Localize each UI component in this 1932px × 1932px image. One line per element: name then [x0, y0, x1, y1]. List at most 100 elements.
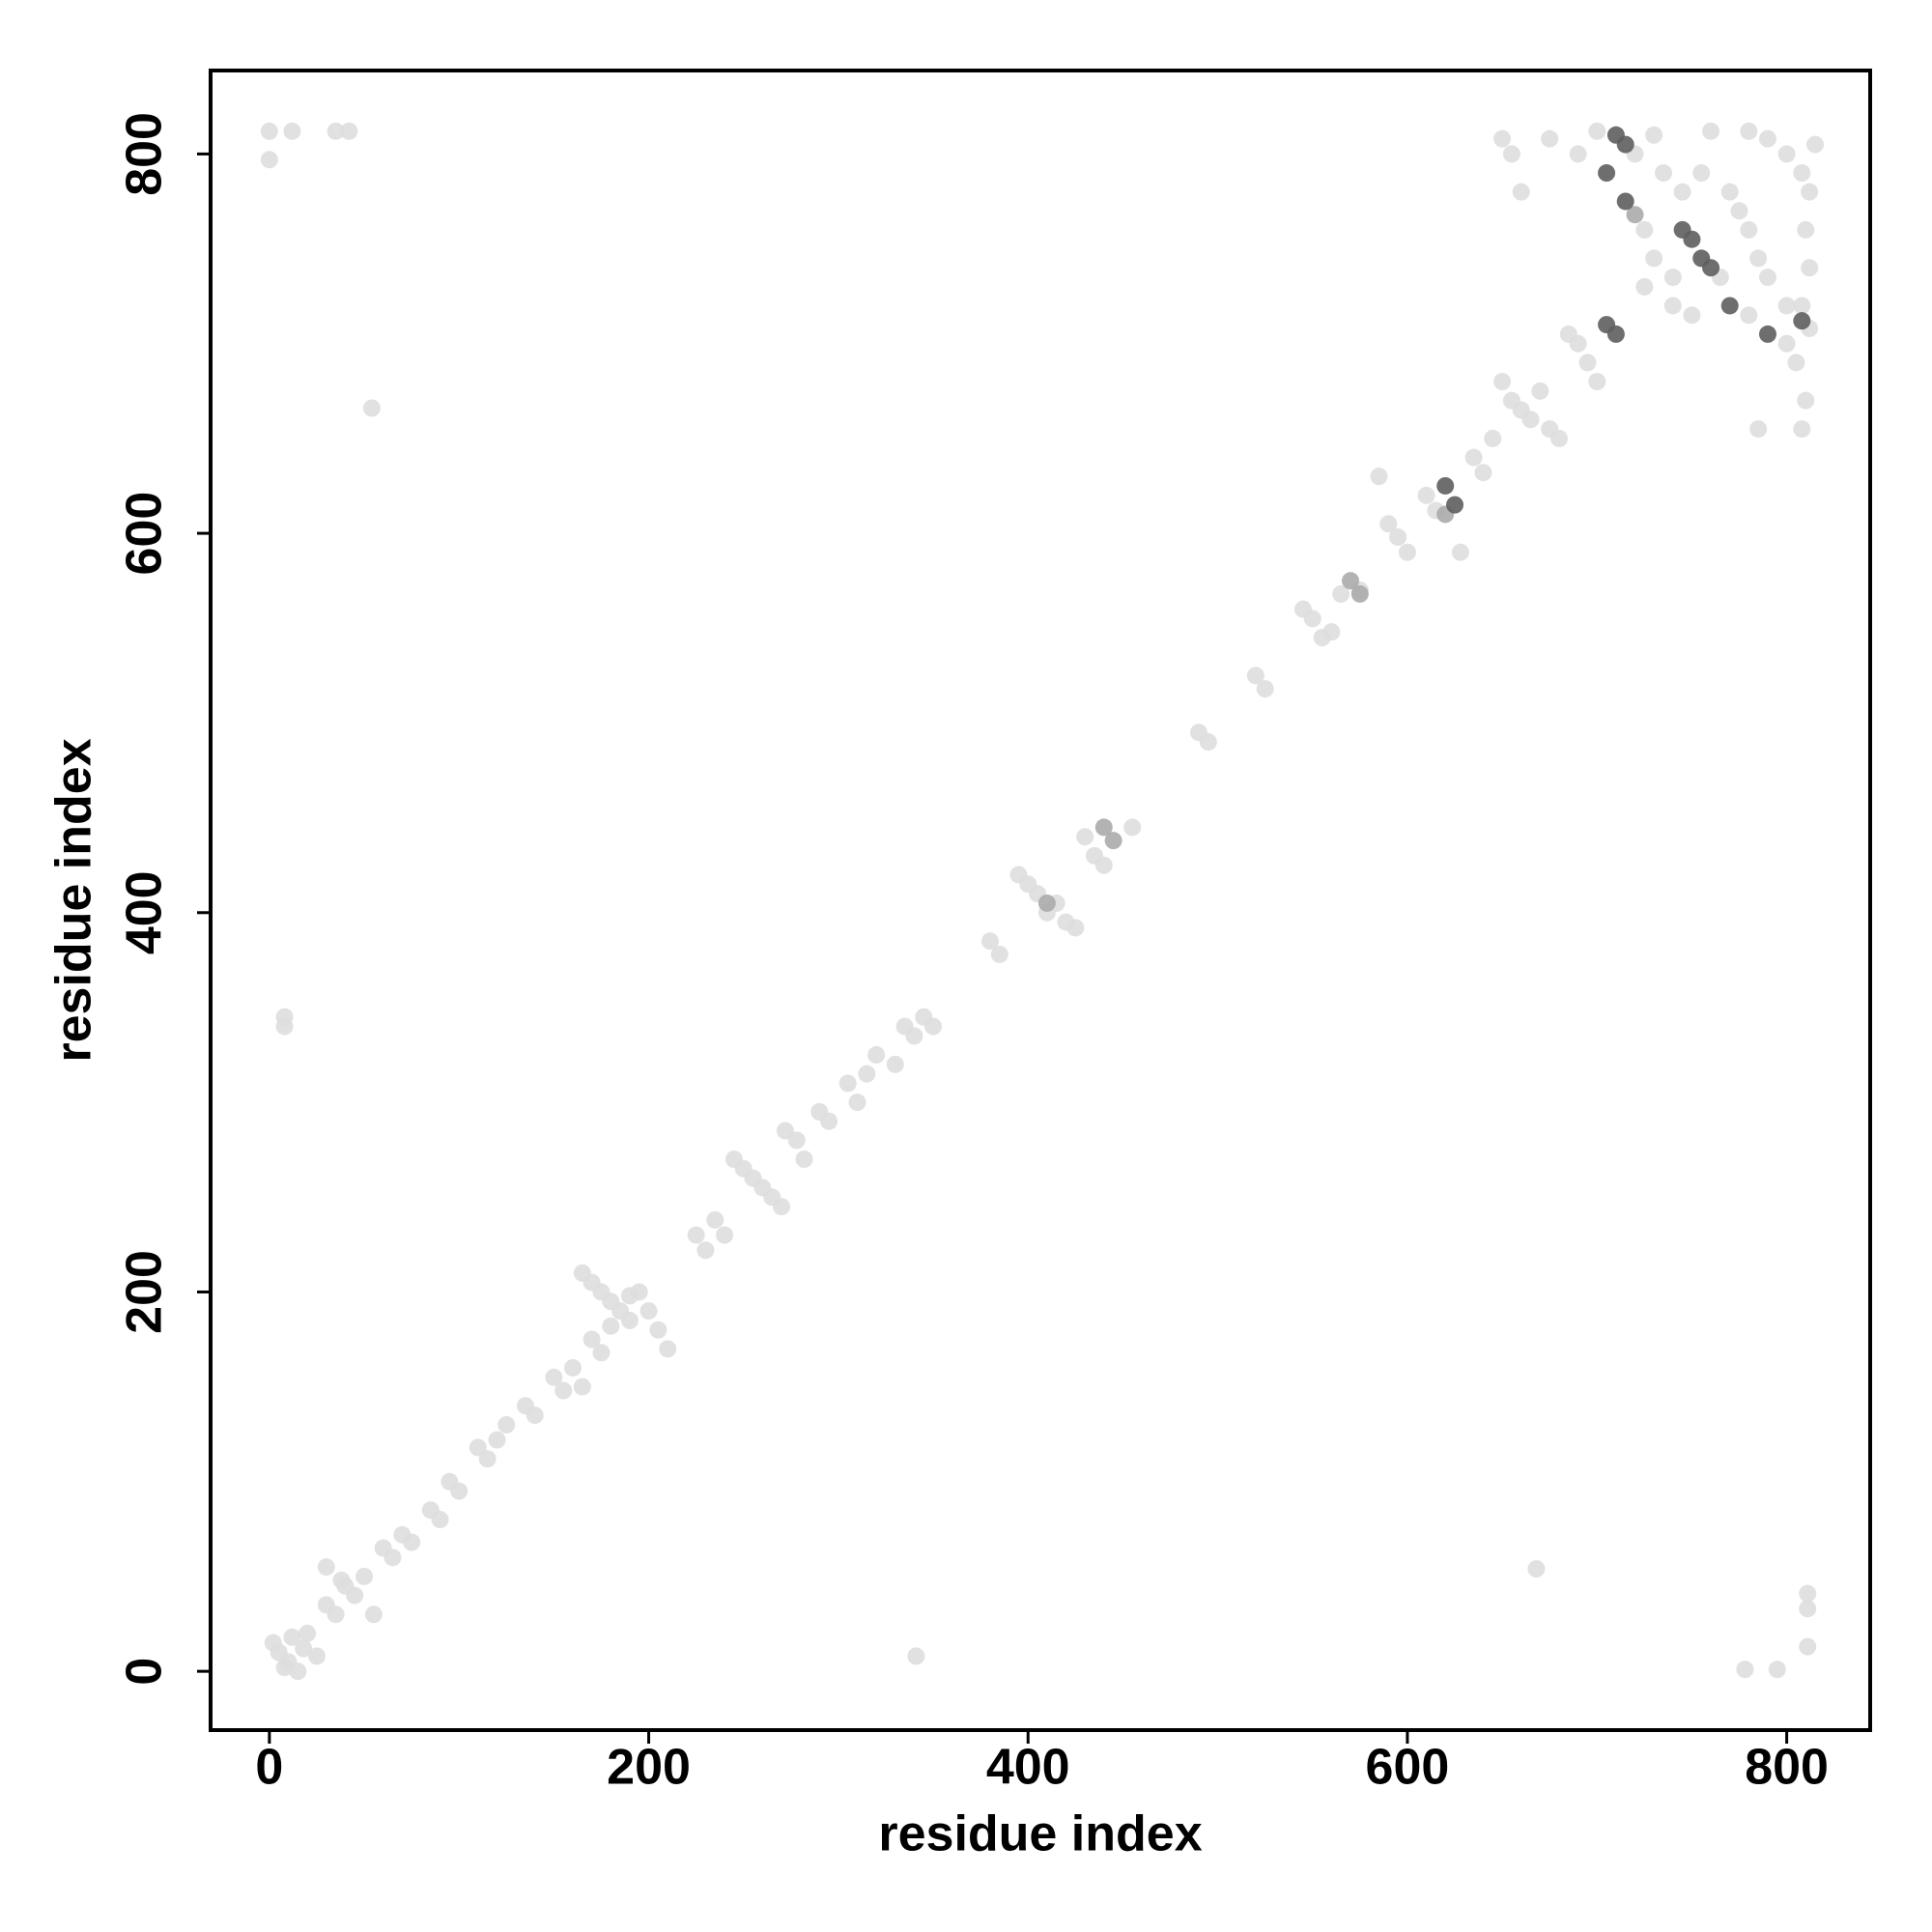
- point: [264, 1634, 282, 1652]
- point: [649, 1321, 668, 1339]
- point: [1569, 334, 1587, 353]
- x-tick-label: 200: [607, 1740, 691, 1796]
- point: [275, 1659, 294, 1677]
- point: [905, 1027, 923, 1045]
- point: [787, 1131, 806, 1150]
- point: [772, 1198, 790, 1216]
- point: [1635, 277, 1654, 296]
- point: [1123, 818, 1142, 837]
- point: [1801, 259, 1819, 277]
- point: [1446, 496, 1464, 514]
- point: [307, 1647, 326, 1665]
- point: [602, 1317, 620, 1335]
- point: [867, 1046, 886, 1065]
- point: [848, 1094, 867, 1112]
- point: [554, 1381, 573, 1400]
- point: [1527, 1560, 1546, 1578]
- point: [1464, 448, 1483, 467]
- point: [1493, 129, 1512, 148]
- point: [1521, 411, 1540, 429]
- point: [1787, 354, 1805, 372]
- point: [1512, 183, 1530, 201]
- point: [1322, 623, 1341, 641]
- point: [545, 1368, 563, 1386]
- point: [450, 1482, 469, 1500]
- point: [1578, 354, 1597, 372]
- point: [592, 1344, 611, 1362]
- point: [659, 1340, 677, 1358]
- x-tick-label: 600: [1366, 1740, 1450, 1796]
- point: [403, 1533, 421, 1551]
- point: [327, 1605, 345, 1624]
- point: [1246, 667, 1264, 685]
- point: [1474, 464, 1492, 482]
- point: [295, 1639, 313, 1658]
- point: [1702, 259, 1720, 277]
- point: [1806, 135, 1825, 154]
- y-tick-label: 600: [117, 492, 173, 576]
- point: [289, 1662, 307, 1681]
- point: [1777, 145, 1796, 163]
- point: [564, 1358, 582, 1377]
- point: [1799, 1600, 1817, 1618]
- y-tick-label: 400: [117, 870, 173, 954]
- point: [1692, 164, 1711, 183]
- x-tick-label: 400: [986, 1740, 1070, 1796]
- point: [620, 1311, 639, 1329]
- point: [1799, 1637, 1817, 1656]
- y-tick-label: 200: [117, 1250, 173, 1334]
- x-tick-label: 800: [1745, 1740, 1829, 1796]
- point: [1606, 325, 1625, 343]
- point: [1332, 584, 1350, 603]
- point: [1066, 919, 1085, 937]
- point: [1740, 220, 1758, 239]
- point: [716, 1226, 734, 1244]
- point: [1758, 325, 1776, 343]
- point: [1256, 680, 1274, 698]
- point: [1645, 249, 1663, 268]
- y-tick-label: 0: [117, 1658, 173, 1686]
- point: [1797, 220, 1815, 239]
- point: [283, 1628, 301, 1646]
- point: [1797, 391, 1815, 410]
- point: [696, 1241, 715, 1260]
- point: [327, 122, 345, 140]
- point: [990, 945, 1009, 963]
- point: [886, 1055, 904, 1073]
- point: [1702, 122, 1720, 140]
- point: [1683, 306, 1701, 325]
- point: [1626, 206, 1644, 224]
- point: [1379, 515, 1398, 533]
- point: [1749, 249, 1768, 268]
- point: [1199, 733, 1217, 752]
- point: [526, 1406, 544, 1425]
- point: [488, 1431, 506, 1449]
- point: [260, 151, 278, 169]
- point: [1350, 584, 1369, 603]
- point: [1683, 230, 1701, 248]
- point: [1740, 306, 1758, 325]
- point: [1777, 334, 1796, 353]
- point: [838, 1074, 857, 1093]
- point: [1801, 183, 1819, 201]
- y-tick-label: 800: [117, 112, 173, 196]
- point: [1777, 297, 1796, 315]
- point: [907, 1647, 925, 1665]
- point: [706, 1210, 724, 1229]
- point: [1588, 373, 1606, 391]
- point: [639, 1302, 658, 1321]
- point: [1758, 129, 1776, 148]
- point: [364, 1605, 383, 1624]
- point: [1635, 220, 1654, 239]
- point: [275, 1017, 294, 1036]
- x-axis-title: residue index: [878, 1806, 1202, 1862]
- point: [1736, 1661, 1754, 1679]
- point: [776, 1122, 794, 1140]
- x-tick-label: 0: [255, 1740, 283, 1796]
- point: [355, 1567, 374, 1585]
- point: [1645, 126, 1663, 144]
- point: [924, 1017, 943, 1036]
- point: [1094, 856, 1113, 874]
- point: [1749, 420, 1768, 439]
